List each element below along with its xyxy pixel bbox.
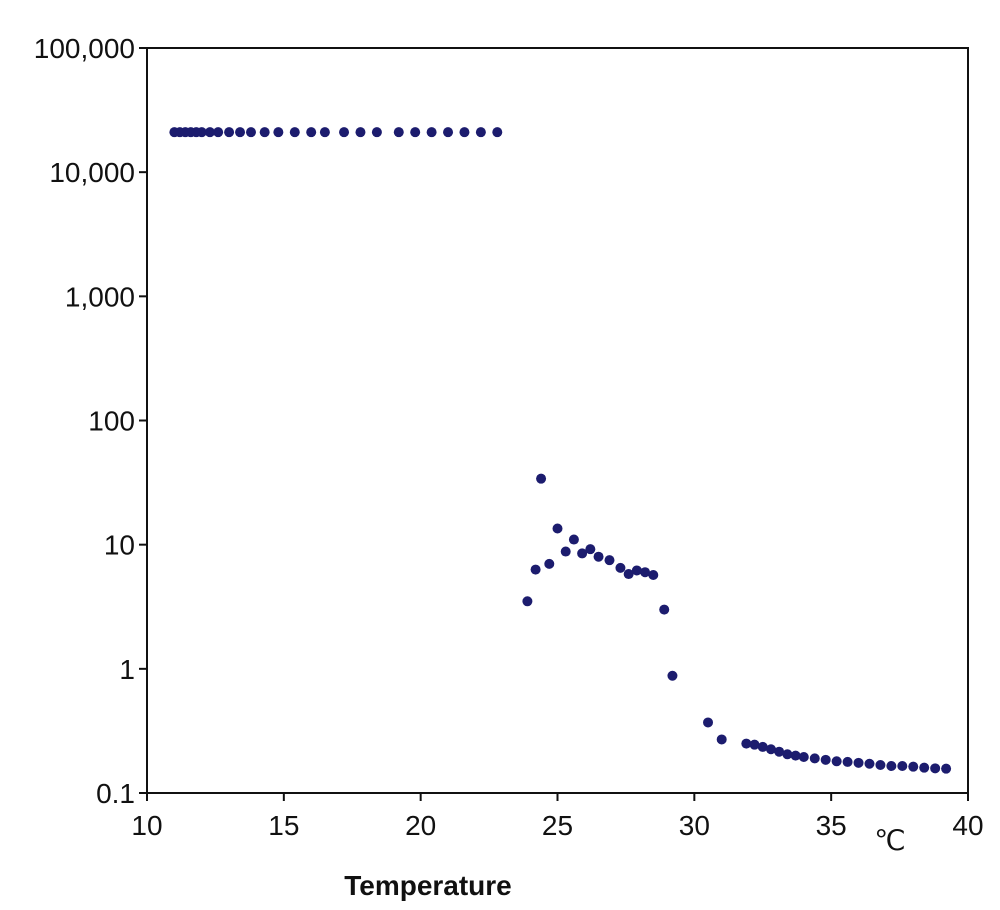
data-point xyxy=(919,762,930,773)
data-point xyxy=(393,127,404,138)
data-point xyxy=(648,569,659,580)
data-point xyxy=(831,756,842,767)
data-point xyxy=(289,127,300,138)
data-point xyxy=(522,596,533,607)
data-point xyxy=(741,738,752,749)
data-point xyxy=(765,744,776,755)
data-point xyxy=(593,551,604,562)
data-point xyxy=(631,565,642,576)
data-point xyxy=(853,757,864,768)
data-point xyxy=(259,127,270,138)
data-point xyxy=(716,734,727,745)
data-point xyxy=(864,758,875,769)
data-point xyxy=(568,534,579,545)
data-point xyxy=(355,127,366,138)
plot-area xyxy=(146,47,969,794)
y-tick-label: 1,000 xyxy=(65,281,135,312)
data-point xyxy=(577,548,588,559)
x-tick-label: 20 xyxy=(405,810,436,841)
data-point xyxy=(790,750,801,761)
data-point xyxy=(339,127,350,138)
data-point xyxy=(213,127,224,138)
data-point xyxy=(475,127,486,138)
data-point xyxy=(306,127,317,138)
data-point xyxy=(667,670,678,681)
data-point xyxy=(530,564,541,575)
y-axis-ticks: 0.1 1 10 100 1,000 10,000 100,000 xyxy=(34,33,147,809)
data-point xyxy=(585,544,596,555)
data-point xyxy=(809,753,820,764)
x-tick-label: 30 xyxy=(679,810,710,841)
x-tick-label: 10 xyxy=(131,810,162,841)
data-point xyxy=(886,760,897,771)
x-tick-label: 25 xyxy=(542,810,573,841)
y-tick-label: 1 xyxy=(119,654,135,685)
data-point xyxy=(426,127,437,138)
data-point xyxy=(536,473,547,484)
y-tick-label: 10,000 xyxy=(49,157,135,188)
y-tick-label: 0.1 xyxy=(96,778,135,809)
data-point xyxy=(820,754,831,765)
data-point xyxy=(204,127,215,138)
data-point xyxy=(235,127,246,138)
x-axis-unit: ℃ xyxy=(874,825,905,856)
data-point xyxy=(615,562,626,573)
data-point xyxy=(897,760,908,771)
data-point xyxy=(224,127,235,138)
data-point xyxy=(875,760,886,771)
data-points xyxy=(169,127,952,774)
data-point xyxy=(604,555,615,566)
x-tick-label: 15 xyxy=(268,810,299,841)
data-point xyxy=(560,546,571,557)
x-tick-label: 35 xyxy=(816,810,847,841)
data-point xyxy=(492,127,503,138)
data-point xyxy=(908,761,919,772)
data-point xyxy=(552,523,563,534)
data-point xyxy=(640,567,651,578)
y-tick-label: 100,000 xyxy=(34,33,135,64)
x-axis-title: Temperature xyxy=(344,870,512,901)
data-point xyxy=(544,558,555,569)
data-point xyxy=(941,763,952,774)
x-tick-label: 40 xyxy=(952,810,983,841)
data-point xyxy=(930,763,941,774)
x-axis-ticks: 10 15 20 25 30 35 40 xyxy=(131,793,984,841)
data-point xyxy=(459,127,470,138)
data-point xyxy=(749,739,760,750)
data-point xyxy=(782,749,793,760)
data-point xyxy=(371,127,382,138)
data-point xyxy=(245,127,256,138)
data-point xyxy=(757,741,768,752)
data-point xyxy=(774,746,785,757)
data-point xyxy=(443,127,454,138)
data-point xyxy=(659,604,670,615)
data-point xyxy=(410,127,421,138)
data-point xyxy=(319,127,330,138)
data-point xyxy=(798,751,809,762)
data-point xyxy=(196,127,207,138)
data-point xyxy=(703,717,714,728)
data-point xyxy=(623,569,634,580)
y-tick-label: 10 xyxy=(104,530,135,561)
y-tick-label: 100 xyxy=(88,406,135,437)
data-point xyxy=(842,756,853,767)
data-point xyxy=(273,127,284,138)
